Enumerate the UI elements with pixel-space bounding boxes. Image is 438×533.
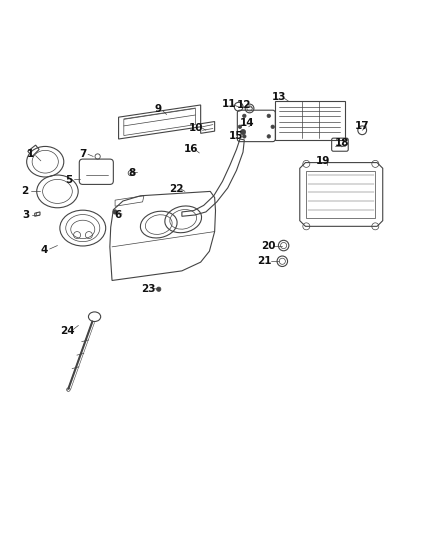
Text: 19: 19 (316, 156, 330, 166)
Text: 22: 22 (169, 184, 184, 194)
Text: 12: 12 (237, 100, 251, 110)
Text: 17: 17 (355, 121, 370, 131)
Circle shape (243, 135, 246, 138)
Circle shape (267, 114, 271, 118)
Circle shape (240, 130, 246, 135)
Text: 20: 20 (261, 240, 275, 251)
Circle shape (243, 114, 246, 118)
Circle shape (238, 125, 242, 128)
Text: 15: 15 (228, 131, 243, 141)
Text: 21: 21 (258, 256, 272, 266)
Text: 5: 5 (65, 175, 72, 185)
Text: 23: 23 (141, 284, 155, 294)
Text: 11: 11 (221, 99, 236, 109)
Text: 3: 3 (22, 211, 30, 221)
Text: 1: 1 (27, 149, 34, 159)
Text: 2: 2 (21, 187, 28, 196)
Text: 7: 7 (79, 149, 86, 159)
Circle shape (271, 125, 275, 128)
Text: 24: 24 (60, 326, 74, 336)
Text: 10: 10 (189, 123, 204, 133)
Circle shape (113, 210, 117, 214)
Text: 13: 13 (272, 92, 286, 102)
Text: 8: 8 (128, 168, 135, 177)
Text: 4: 4 (41, 245, 48, 255)
Text: 9: 9 (154, 104, 162, 114)
Text: 14: 14 (240, 118, 254, 128)
Text: 18: 18 (335, 139, 350, 148)
Text: 6: 6 (114, 210, 121, 220)
Circle shape (267, 135, 271, 138)
Text: 16: 16 (184, 144, 198, 155)
Circle shape (156, 287, 161, 292)
